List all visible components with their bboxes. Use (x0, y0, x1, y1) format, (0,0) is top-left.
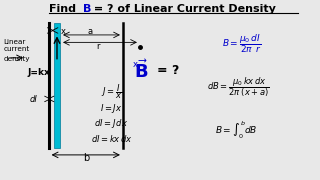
Text: J=kx: J=kx (28, 68, 51, 77)
Text: $I = Jx$: $I = Jx$ (100, 102, 123, 115)
Text: x: x (133, 60, 138, 69)
Text: = ? of Linear Current Density: = ? of Linear Current Density (90, 4, 276, 14)
Text: r: r (96, 42, 100, 51)
Text: $\vec{\mathbf{B}}$: $\vec{\mathbf{B}}$ (134, 59, 149, 82)
Text: $B = \dfrac{\mu_0\,dI}{2\pi\;\, r}$: $B = \dfrac{\mu_0\,dI}{2\pi\;\, r}$ (222, 32, 262, 55)
Text: density: density (3, 56, 30, 62)
Text: a: a (88, 27, 93, 36)
Text: x: x (61, 27, 66, 36)
Text: $B = \int_0^b dB$: $B = \int_0^b dB$ (215, 119, 257, 141)
Text: Find: Find (49, 4, 79, 14)
Text: $dI = J\,dx$: $dI = J\,dx$ (94, 117, 129, 130)
Text: Linear
current: Linear current (3, 39, 29, 52)
Text: B: B (83, 4, 91, 14)
Text: dI: dI (29, 95, 37, 104)
Text: b: b (83, 154, 89, 163)
Text: $dB = \dfrac{\mu_0\,kx\,dx}{2\pi\;(x+a)}$: $dB = \dfrac{\mu_0\,kx\,dx}{2\pi\;(x+a)}… (207, 75, 270, 99)
Text: $dI = kx\,dx$: $dI = kx\,dx$ (91, 133, 132, 144)
Text: $J = \dfrac{I}{x}$: $J = \dfrac{I}{x}$ (101, 82, 122, 101)
Bar (54, 23, 60, 148)
Text: = ?: = ? (157, 64, 179, 77)
